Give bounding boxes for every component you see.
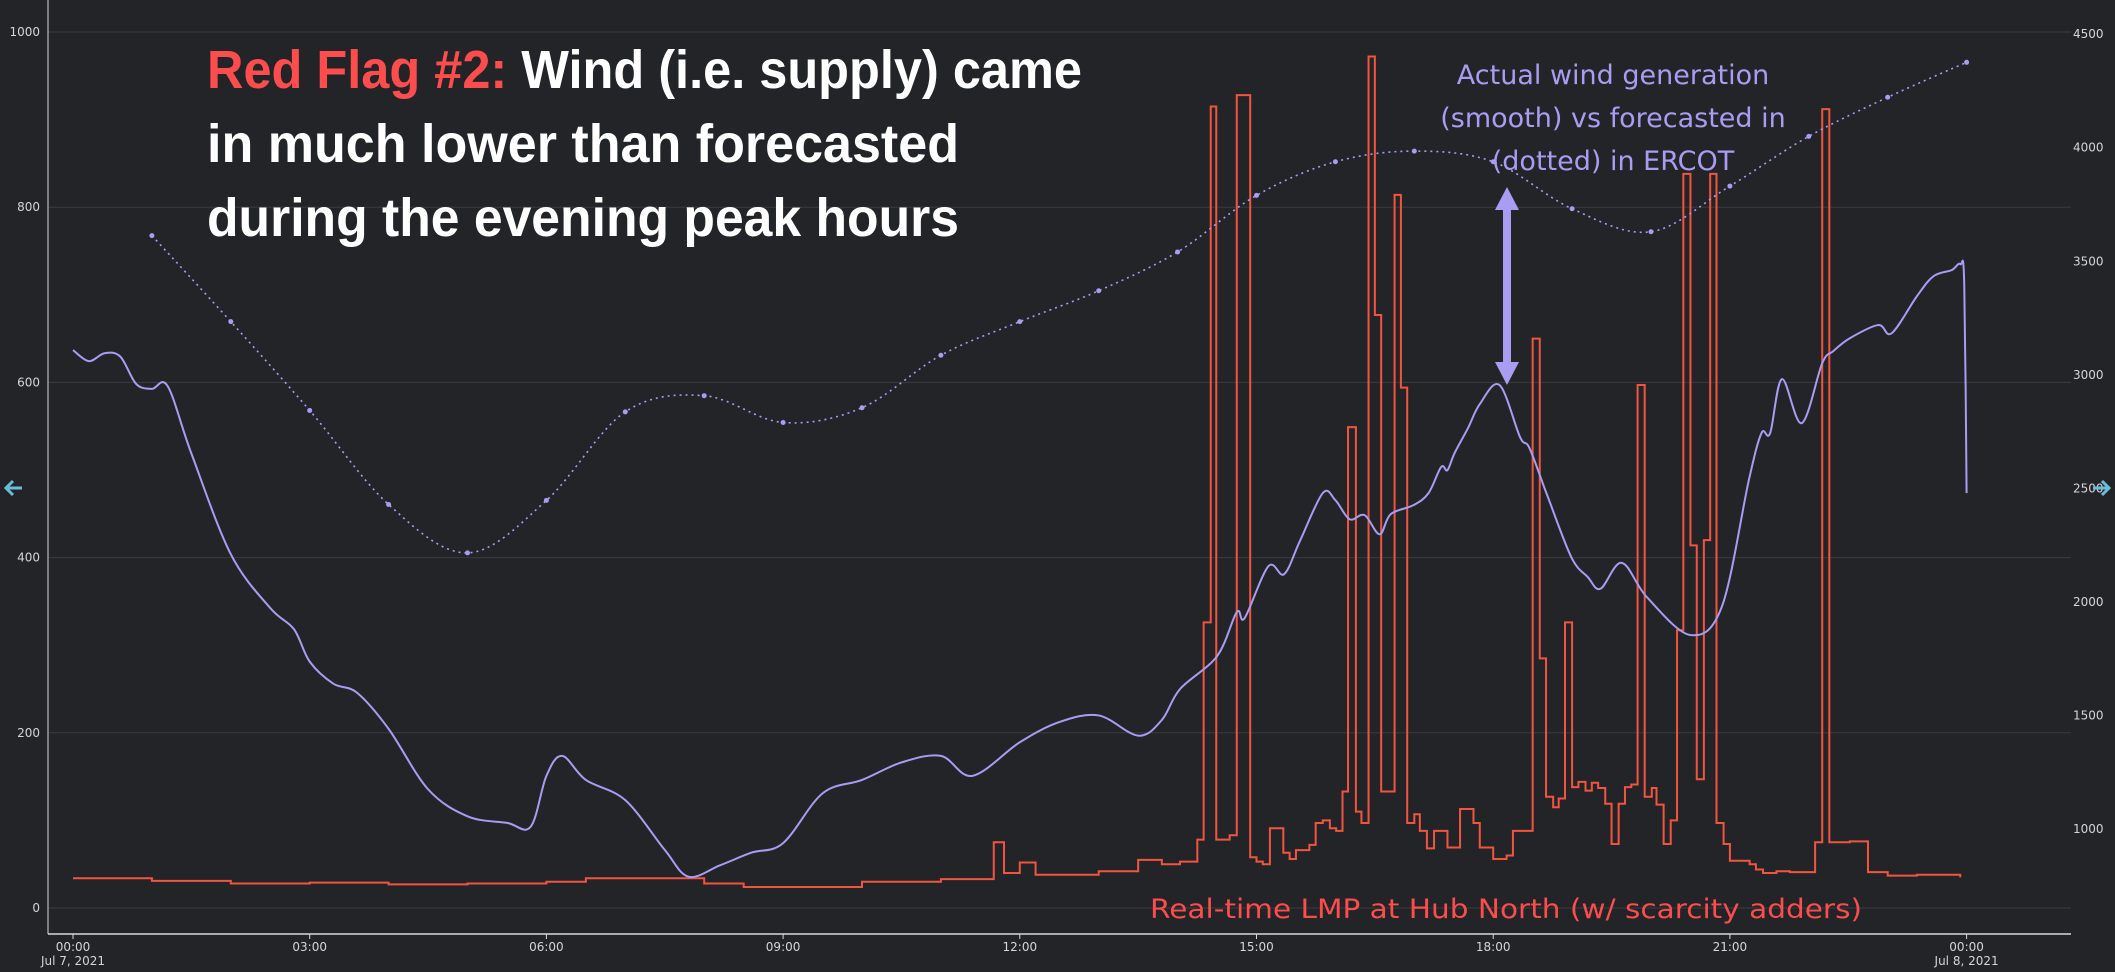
x-tick-label: 06:00 bbox=[529, 940, 564, 954]
forecast-point bbox=[780, 419, 786, 425]
forecast-point bbox=[1648, 229, 1654, 235]
forecast-point bbox=[1569, 206, 1575, 212]
forecast-point bbox=[307, 407, 313, 413]
right-tick-label: 2500 bbox=[2073, 481, 2104, 495]
actual-wind-line bbox=[72, 259, 1968, 879]
gridlines bbox=[48, 31, 2071, 909]
forecast-point bbox=[228, 319, 234, 325]
forecast-point bbox=[1332, 159, 1338, 165]
left-tick-label: 0 bbox=[32, 901, 40, 915]
forecast-point bbox=[149, 233, 155, 239]
scroll-right-arrow-icon[interactable] bbox=[2093, 479, 2112, 497]
wind-annotation-line-2: (smooth) vs forecasted in bbox=[1440, 103, 1786, 134]
forecast-point bbox=[1096, 288, 1102, 294]
forecast-point bbox=[1017, 319, 1023, 325]
lmp-annotation: Real-time LMP at Hub North (w/ scarcity … bbox=[1150, 894, 1862, 925]
title-line-2: in much lower than forecasted bbox=[207, 114, 959, 174]
forecast-point bbox=[701, 393, 707, 399]
forecast-point bbox=[1175, 249, 1181, 255]
right-tick-label: 1500 bbox=[2073, 708, 2104, 722]
title-line-3: during the evening peak hours bbox=[207, 188, 959, 248]
x-tick-label: 00:00 bbox=[1949, 940, 1984, 954]
left-tick-label: 600 bbox=[17, 375, 40, 389]
scroll-left-arrow-icon[interactable] bbox=[3, 479, 22, 497]
forecast-point bbox=[1490, 159, 1496, 165]
lmp-step-line bbox=[73, 55, 1962, 888]
x-tick-label: 03:00 bbox=[292, 940, 327, 954]
forecast-point bbox=[1806, 133, 1812, 139]
forecast-point bbox=[1411, 148, 1417, 154]
right-tick-label: 2000 bbox=[2073, 595, 2104, 609]
svg-text:Red Flag #2: Wind (i.e. supply: Red Flag #2: Wind (i.e. supply) came bbox=[207, 40, 1082, 100]
forecast-point bbox=[1727, 183, 1733, 189]
gap-arrow-icon bbox=[1495, 187, 1519, 385]
forecast-point bbox=[465, 550, 470, 556]
x-tick-label: 18:00 bbox=[1476, 940, 1511, 954]
title-line-1: Wind (i.e. supply) came bbox=[507, 40, 1082, 100]
x-tick-label: 15:00 bbox=[1239, 940, 1274, 954]
forecast-point bbox=[1964, 59, 1970, 65]
x-tick-date: Jul 7, 2021 bbox=[40, 954, 105, 968]
x-tick-label: 00:00 bbox=[56, 940, 91, 954]
title-highlight: Red Flag #2: bbox=[207, 40, 507, 100]
x-tick-label: 12:00 bbox=[1003, 940, 1038, 954]
forecast-point bbox=[386, 501, 392, 507]
forecast-point bbox=[1885, 94, 1891, 100]
forecast-point bbox=[938, 352, 944, 358]
right-tick-label: 4000 bbox=[2073, 141, 2104, 155]
forecast-point bbox=[622, 409, 628, 415]
wind-annotation: Actual wind generation (smooth) vs forec… bbox=[1440, 60, 1786, 177]
forecast-point bbox=[543, 497, 549, 503]
left-tick-label: 400 bbox=[17, 551, 40, 565]
left-tick-label: 200 bbox=[17, 726, 40, 740]
right-tick-label: 4500 bbox=[2073, 27, 2104, 41]
chart-title: Red Flag #2: Wind (i.e. supply) came in … bbox=[207, 40, 1082, 248]
left-axis-ticks: 0 200 400 600 800 1000 bbox=[9, 25, 40, 915]
left-tick-label: 1000 bbox=[9, 25, 40, 39]
right-axis-ticks: 1000 1500 2000 2500 3000 3500 4000 4500 bbox=[2073, 27, 2104, 836]
left-tick-label: 800 bbox=[17, 200, 40, 214]
x-tick-label: 21:00 bbox=[1713, 940, 1748, 954]
right-tick-label: 3000 bbox=[2073, 368, 2104, 382]
right-tick-label: 1000 bbox=[2073, 822, 2104, 836]
right-tick-label: 3500 bbox=[2073, 254, 2104, 268]
x-tick-label: 09:00 bbox=[766, 940, 801, 954]
forecast-point bbox=[1254, 192, 1259, 198]
series-layer bbox=[72, 55, 1970, 888]
x-tick-date: Jul 8, 2021 bbox=[1934, 954, 1999, 968]
wind-annotation-line-3: (dotted) in ERCOT bbox=[1492, 146, 1735, 177]
wind-annotation-line-1: Actual wind generation bbox=[1457, 60, 1769, 91]
forecast-point bbox=[859, 405, 865, 411]
